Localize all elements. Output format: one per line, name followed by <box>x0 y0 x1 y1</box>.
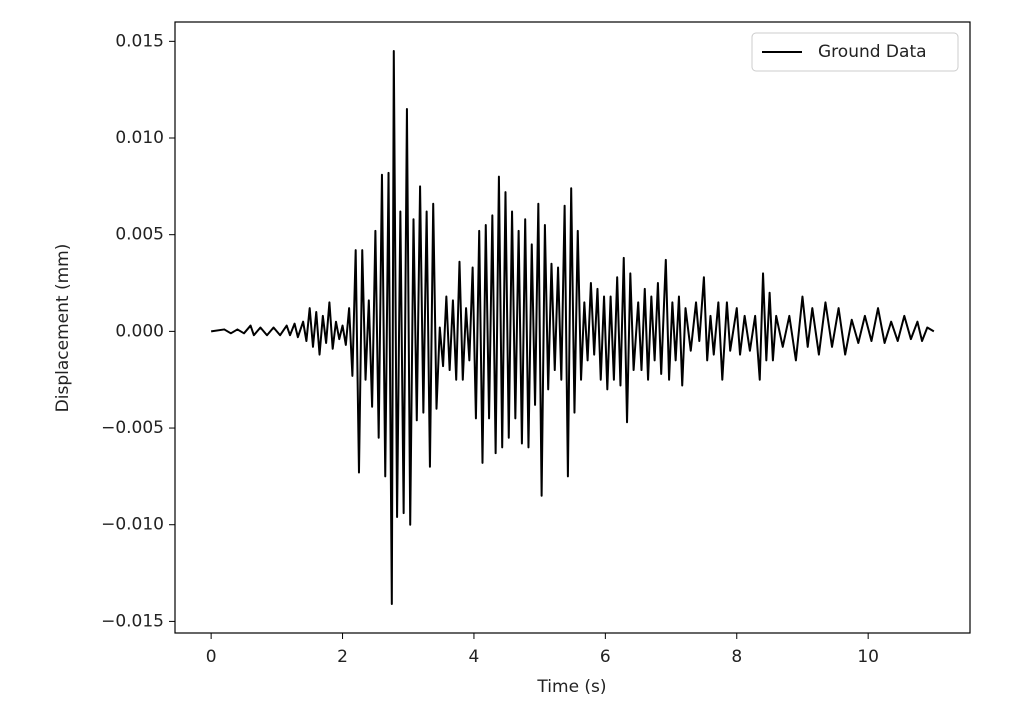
y-tick-label: 0.005 <box>115 225 164 245</box>
y-axis-label: Displacement (mm) <box>53 244 73 413</box>
y-tick-label: −0.015 <box>101 611 164 631</box>
x-tick-label: 10 <box>857 647 879 667</box>
plot-frame <box>174 21 971 634</box>
data-line <box>210 50 935 605</box>
x-tick-label: 4 <box>469 647 480 667</box>
legend-box <box>751 32 959 72</box>
x-axis-label: Time (s) <box>536 677 606 697</box>
x-tick-label: 2 <box>337 647 348 667</box>
x-tick-label: 0 <box>206 647 217 667</box>
y-tick-label: −0.010 <box>101 515 164 535</box>
y-tick-label: 0.010 <box>115 128 164 148</box>
x-tick-label: 6 <box>600 647 611 667</box>
y-tick-label: −0.005 <box>101 418 164 438</box>
y-tick-label: 0.015 <box>115 31 164 51</box>
y-tick-label: 0.000 <box>115 321 164 341</box>
legend-label: Ground Data <box>818 42 927 62</box>
x-tick-label: 8 <box>731 647 742 667</box>
